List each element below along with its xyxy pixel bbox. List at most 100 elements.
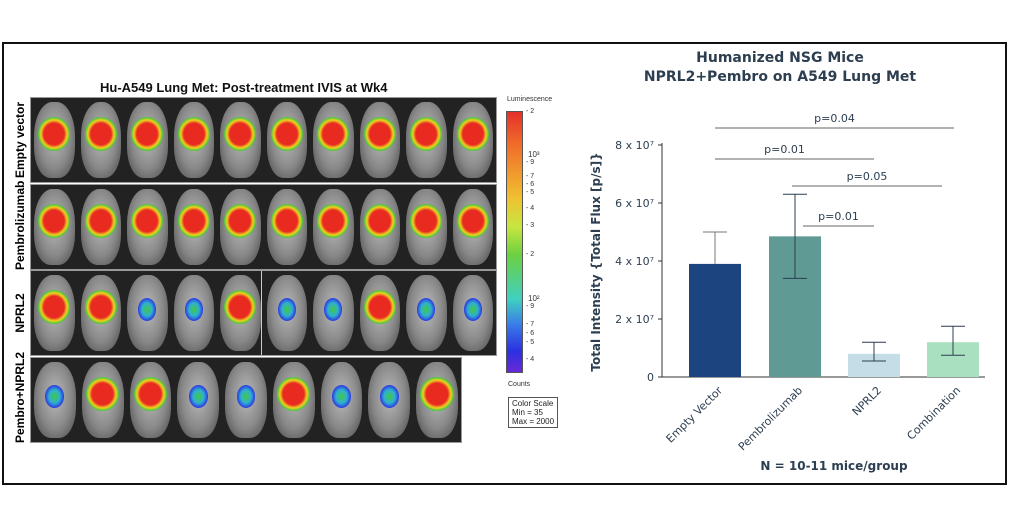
luminescence-signal bbox=[420, 377, 454, 412]
colorbar-minor-tick: - 5 bbox=[526, 339, 535, 346]
luminescence-signal bbox=[224, 204, 257, 239]
luminescence-signal bbox=[138, 297, 157, 321]
mouse-image bbox=[313, 189, 354, 265]
luminescence-signal bbox=[131, 204, 164, 239]
mouse-image bbox=[266, 189, 307, 265]
y-tick-label: 8 x 10⁷ bbox=[615, 139, 654, 152]
mouse-image bbox=[266, 102, 307, 178]
luminescence-signal bbox=[131, 117, 164, 152]
luminescence-signal bbox=[224, 290, 257, 325]
color-scale-title: Color Scale bbox=[512, 399, 554, 408]
luminescence-signal bbox=[38, 290, 71, 325]
panel-divider bbox=[261, 271, 262, 355]
luminescence-signal bbox=[45, 384, 65, 408]
mouse-image bbox=[80, 102, 121, 178]
colorbar-minor-tick: - 7 bbox=[526, 321, 535, 328]
luminescence-signal bbox=[177, 204, 210, 239]
chart-title-line1: Humanized NSG Mice bbox=[696, 50, 864, 66]
x-tick-label: Combination bbox=[904, 384, 963, 443]
mouse-image bbox=[452, 275, 493, 351]
mouse-image bbox=[220, 189, 261, 265]
luminescence-signal bbox=[84, 204, 117, 239]
luminescence-signal bbox=[317, 204, 350, 239]
chart-title: Humanized NSG Mice NPRL2+Pembro on A549 … bbox=[620, 49, 940, 87]
y-tick-label: 0 bbox=[647, 371, 654, 384]
luminescence-signal bbox=[463, 297, 482, 321]
luminescence-signal bbox=[277, 377, 311, 412]
x-tick-label: NPRL2 bbox=[850, 384, 884, 418]
mouse-image bbox=[173, 189, 214, 265]
luminescence-signal bbox=[177, 117, 210, 152]
luminescence-signal bbox=[363, 290, 396, 325]
luminescence-signal bbox=[133, 377, 168, 412]
luminescence-signal bbox=[84, 117, 117, 152]
ivis-panel-pembrolizumab bbox=[30, 184, 497, 270]
ivis-title: Hu-A549 Lung Met: Post-treatment IVIS at… bbox=[100, 80, 388, 95]
colorbar-minor-tick: - 4 bbox=[526, 356, 535, 363]
ivis-panel-pembro-nprl2 bbox=[30, 357, 462, 443]
luminescence-signal bbox=[38, 117, 71, 152]
mouse-image bbox=[313, 275, 354, 351]
mouse-image bbox=[173, 102, 214, 178]
mouse-image bbox=[359, 189, 400, 265]
colorbar-minor-tick: - 6 bbox=[526, 181, 535, 188]
bar-empty-vector bbox=[689, 263, 741, 377]
luminescence-signal bbox=[417, 297, 436, 321]
luminescence-signal bbox=[456, 204, 489, 239]
colorbar-tick-1e3: 10³ bbox=[528, 150, 540, 159]
mouse-image bbox=[220, 275, 261, 351]
y-tick-label: 4 x 10⁷ bbox=[615, 255, 654, 268]
mouse-image bbox=[34, 189, 75, 265]
mouse-image bbox=[406, 275, 447, 351]
mouse-image bbox=[406, 189, 447, 265]
luminescence-signal bbox=[363, 117, 396, 152]
mouse-image bbox=[34, 102, 75, 178]
luminescence-signal bbox=[184, 297, 203, 321]
colorbar-minor-tick: - 3 bbox=[526, 222, 535, 229]
mouse-image bbox=[313, 102, 354, 178]
y-tick-label: 2 x 10⁷ bbox=[615, 313, 654, 326]
colorbar-minor-tick: - 4 bbox=[526, 205, 535, 212]
colorbar-minor-tick: - 9 bbox=[526, 159, 535, 166]
colorbar-minor-tick: - 5 bbox=[526, 189, 535, 196]
colorbar-unit: Counts bbox=[508, 381, 531, 388]
luminescence-signal bbox=[38, 204, 71, 239]
x-tick-label: Pembrolizumab bbox=[736, 384, 805, 453]
color-scale-box: Color Scale Min = 35 Max = 2000 bbox=[508, 397, 559, 428]
colorbar-minor-tick: - 7 bbox=[526, 173, 535, 180]
luminescence-signal bbox=[270, 117, 303, 152]
x-axis-label: N = 10-11 mice/group bbox=[760, 459, 908, 473]
luminescence-signal bbox=[456, 117, 489, 152]
luminescence-signal bbox=[84, 290, 117, 325]
mouse-image bbox=[127, 275, 168, 351]
y-axis-label: Total Intensity {Total Flux [p/s]} bbox=[589, 152, 603, 371]
figure-frame bbox=[2, 42, 1007, 485]
chart-title-line2: NPRL2+Pembro on A549 Lung Met bbox=[643, 69, 917, 85]
mouse-image bbox=[452, 189, 493, 265]
luminescence-signal bbox=[85, 377, 120, 412]
luminescence-signal bbox=[277, 297, 296, 321]
luminescence-signal bbox=[363, 204, 396, 239]
p-value-label: p=0.01 bbox=[764, 143, 805, 156]
mouse-image bbox=[220, 102, 261, 178]
p-value-label: p=0.01 bbox=[818, 210, 859, 223]
mouse-image bbox=[81, 362, 124, 438]
mouse-image bbox=[266, 275, 307, 351]
bar-nprl2 bbox=[848, 353, 900, 377]
y-tick-label: 6 x 10⁷ bbox=[615, 197, 654, 210]
luminescence-signal bbox=[379, 384, 399, 408]
ivis-panel-empty-vector bbox=[30, 97, 497, 183]
mouse-image bbox=[272, 362, 315, 438]
mouse-image bbox=[34, 362, 76, 438]
luminescence-signal bbox=[236, 384, 256, 408]
luminescence-signal bbox=[332, 384, 351, 408]
colorbar-tick-1e2: 10² bbox=[528, 294, 540, 303]
mouse-image bbox=[406, 102, 447, 178]
colorbar-minor-tick: - 9 bbox=[526, 303, 535, 310]
mouse-image bbox=[359, 102, 400, 178]
luminescence-colorbar bbox=[506, 111, 523, 373]
mouse-image bbox=[80, 275, 121, 351]
mouse-image bbox=[320, 362, 363, 438]
mouse-image bbox=[34, 275, 75, 351]
